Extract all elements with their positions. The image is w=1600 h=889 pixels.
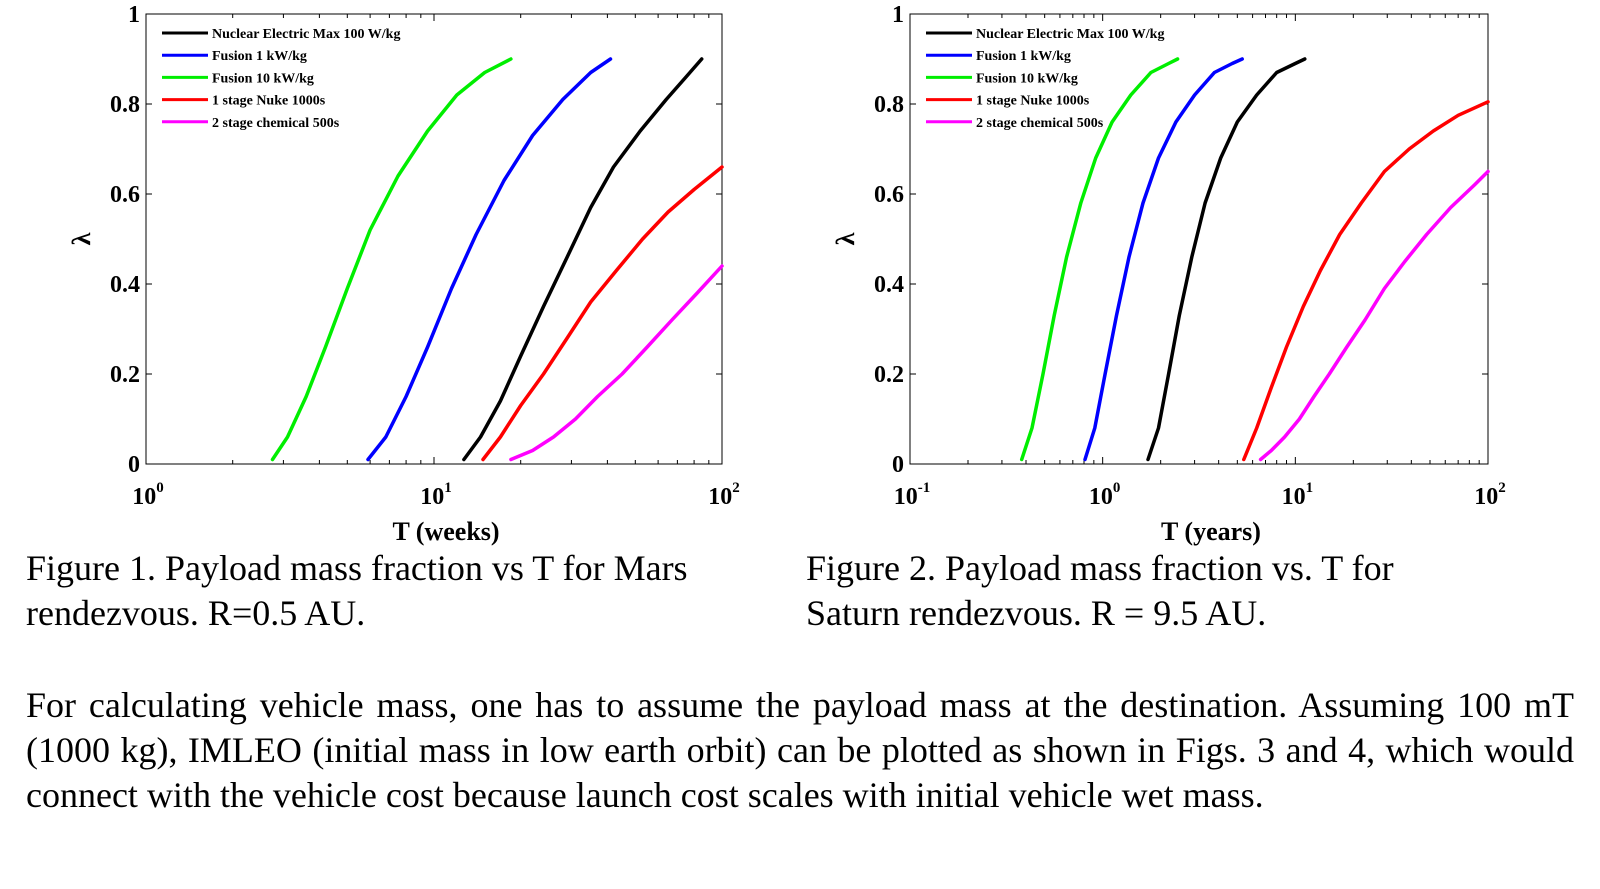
x-tick-exponent: 2 [732,480,740,496]
figure-1-caption: Figure 1. Payload mass fraction vs T for… [26,546,778,636]
series-line [366,57,613,462]
y-tick-label: 0 [128,452,140,478]
x-tick-exponent: 0 [156,480,164,496]
y-tick-label: 0.4 [874,272,904,298]
legend-label: Fusion 10 kW/kg [976,71,1078,86]
legend-label: Nuclear Electric Max 100 W/kg [976,27,1164,42]
legend-label: Fusion 1 kW/kg [212,49,307,64]
legend-label: 2 stage chemical 500s [976,116,1104,131]
x-tick-label: 101 [1282,480,1314,510]
figure-2-caption-line-2: Saturn rendezvous. R = 9.5 AU. [806,593,1267,633]
series-line [481,165,724,462]
y-tick-label: 0.2 [874,362,904,388]
y-tick-label: 0.8 [110,92,140,118]
series-line [1083,57,1244,462]
y-tick-label: 0.6 [110,182,140,208]
series-line [1019,57,1180,462]
x-tick-label: 102 [708,480,740,510]
series-line [1146,57,1307,462]
x-tick-label: 100 [1089,480,1121,510]
x-tick-exponent: 1 [444,480,452,496]
legend-label: 1 stage Nuke 1000s [976,94,1090,109]
y-tick-label: 0.6 [874,182,904,208]
figure-1-caption-line-2: rendezvous. R=0.5 AU. [26,593,366,633]
y-tick-label: 0 [892,452,904,478]
x-tick-base: 10 [1089,484,1113,510]
x-tick-exponent: 2 [1498,480,1506,496]
y-tick-label: 1 [892,2,904,28]
figure-2-caption: Figure 2. Payload mass fraction vs. T fo… [806,546,1570,636]
x-tick-base: 10 [1474,484,1498,510]
legend-label: Nuclear Electric Max 100 W/kg [212,27,400,42]
x-tick-label: 100 [132,480,164,510]
figure-1-caption-line-1: Figure 1. Payload mass fraction vs T for… [26,548,688,588]
x-tick-base: 10 [1282,484,1306,510]
x-tick-exponent: -1 [918,480,931,496]
y-tick-label: 0.4 [110,272,140,298]
series-line [1258,169,1490,462]
series-line [509,264,724,462]
series-line [462,57,704,462]
figure-2-caption-line-1: Figure 2. Payload mass fraction vs. T fo… [806,548,1394,588]
legend-label: Fusion 10 kW/kg [212,71,314,86]
legend-label: 2 stage chemical 500s [212,116,340,131]
y-axis-label: λ [67,232,96,245]
x-axis-label: T (years) [1161,517,1261,546]
plot-frame [909,13,1489,465]
x-axis-label: T (weeks) [392,517,499,546]
x-tick-base: 10 [132,484,156,510]
legend-label: 1 stage Nuke 1000s [212,94,326,109]
y-tick-label: 0.2 [110,362,140,388]
y-axis-label: λ [831,232,860,245]
body-paragraph: For calculating vehicle mass, one has to… [26,685,1574,815]
legend-label: Fusion 1 kW/kg [976,49,1071,64]
x-tick-base: 10 [708,484,732,510]
y-tick-label: 0.8 [874,92,904,118]
series-line [1242,100,1490,462]
x-tick-label: 101 [420,480,452,510]
y-tick-label: 1 [128,2,140,28]
x-tick-exponent: 1 [1306,480,1314,496]
x-tick-base: 10 [420,484,444,510]
x-tick-label: 10-1 [894,480,931,510]
x-tick-exponent: 0 [1113,480,1121,496]
x-tick-base: 10 [894,484,918,510]
series-line [270,57,513,462]
x-tick-label: 102 [1474,480,1506,510]
